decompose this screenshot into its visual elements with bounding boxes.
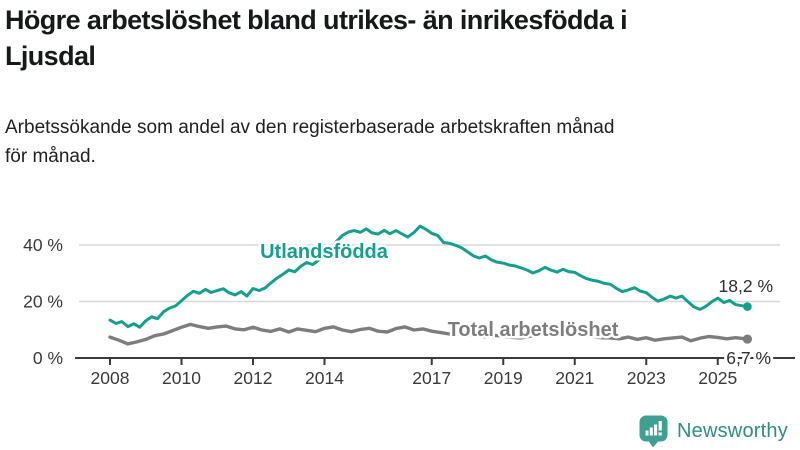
unemployment-line-chart: 2008 2010 2012 2014 2017 2019 2021 2023 2025 0 % 2… [23, 224, 795, 388]
end-value-label: 18,2 % [719, 276, 773, 296]
y-tick-label: 20 % [23, 292, 63, 312]
newsworthy-brand: Newsworthy [639, 415, 788, 448]
x-tick-label: 2019 [484, 368, 523, 388]
end-dot-total [742, 334, 753, 344]
x-tick-label: 2025 [698, 368, 737, 388]
y-tick-label: 40 % [23, 235, 63, 255]
end-dot-utlandsfodda [743, 302, 752, 311]
newsworthy-logo-icon [639, 415, 668, 448]
page-title: Högre arbetslöshet bland utrikes- än inr… [5, 5, 628, 71]
series-line-utlandsfodda [108, 224, 749, 329]
x-tick-label: 2008 [91, 368, 130, 388]
newsworthy-brand-text: Newsworthy [677, 420, 788, 442]
x-tick-label: 2014 [305, 368, 344, 388]
page-subtitle: Arbetssökande som andel av den registerb… [5, 117, 615, 167]
x-tick-label: 2021 [555, 368, 594, 388]
x-tick-label: 2023 [627, 368, 666, 388]
x-tick-label: 2010 [162, 368, 201, 388]
series-line-total [108, 322, 750, 346]
x-tick-label: 2012 [234, 368, 273, 388]
y-tick-label: 0 % [33, 348, 63, 368]
x-tick-label: 2017 [412, 368, 451, 388]
series-label-utlandsfodda: Utlandsfödda [260, 241, 389, 263]
series-label-total: Total arbetslöshet [448, 319, 619, 341]
end-value-label: 6,7 % [726, 348, 771, 368]
